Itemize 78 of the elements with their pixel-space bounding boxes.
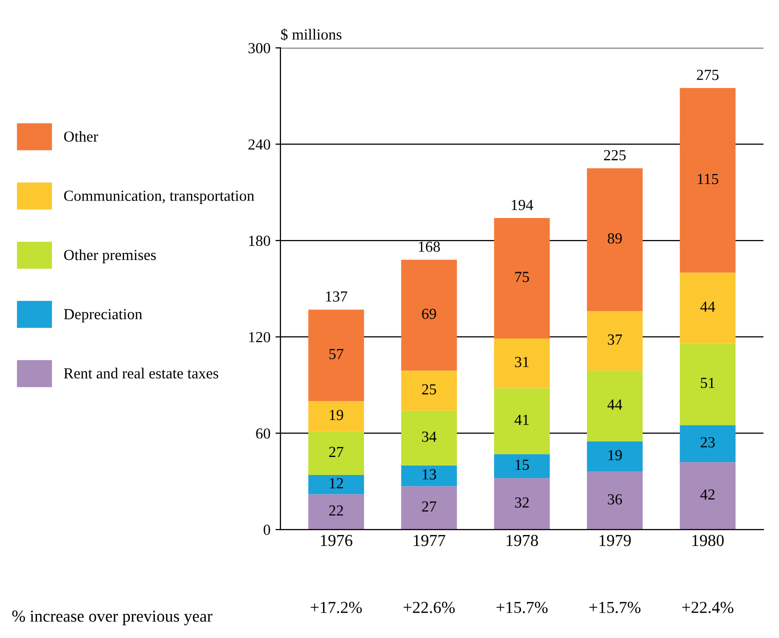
total-label: 275 xyxy=(696,70,719,80)
bar xyxy=(494,218,550,338)
data-label: 15 xyxy=(516,460,529,470)
bar xyxy=(680,343,736,426)
data-label: 25 xyxy=(422,384,436,394)
y-tick-label: 60 xyxy=(256,428,270,439)
data-label: 23 xyxy=(700,437,715,448)
legend-label: Rent and real estate taxes xyxy=(64,368,218,379)
bar xyxy=(494,454,550,478)
data-label: 22 xyxy=(329,505,343,516)
bar xyxy=(494,338,550,388)
text: +15.7% xyxy=(496,602,548,614)
y-tick-label: 240 xyxy=(248,139,270,150)
bar xyxy=(586,472,643,530)
bar xyxy=(680,272,736,344)
y-tick-label: 180 xyxy=(249,236,270,246)
bar xyxy=(401,410,457,466)
data-label: 75 xyxy=(515,272,529,282)
data-label: 51 xyxy=(700,378,714,388)
y-tick-label: 0 xyxy=(264,524,270,535)
x-tick-label: 1978 xyxy=(506,534,538,546)
bar xyxy=(401,486,457,530)
legend-label: Other xyxy=(64,130,98,142)
x-tick-label: 1977 xyxy=(414,534,446,546)
data-label: 12 xyxy=(330,478,343,488)
total-label: 137 xyxy=(326,291,348,302)
x-tick-label: 1980 xyxy=(692,534,724,546)
legend-label: Communication, transportation xyxy=(64,190,254,204)
data-label: 19 xyxy=(608,450,622,460)
x-tick-label: 1979 xyxy=(600,534,631,546)
data-label: 32 xyxy=(515,497,529,508)
data-label: 89 xyxy=(608,233,622,244)
text: +22.6% xyxy=(404,602,455,614)
data-label: 44 xyxy=(607,400,622,410)
bar xyxy=(494,388,550,454)
bar xyxy=(586,370,643,442)
data-label: 115 xyxy=(698,174,718,184)
bar xyxy=(308,432,364,475)
bar xyxy=(586,168,643,312)
text: +17.2% xyxy=(310,602,362,614)
legend-label: Depreciation xyxy=(64,309,142,322)
data-label: 34 xyxy=(422,432,436,442)
bar xyxy=(308,494,364,530)
bar xyxy=(308,474,364,494)
bar xyxy=(680,88,736,273)
data-label: 27 xyxy=(329,446,344,457)
data-label: 57 xyxy=(329,349,344,360)
data-label: 44 xyxy=(700,302,716,312)
data-label: 41 xyxy=(514,414,529,425)
data-label: 37 xyxy=(608,334,622,345)
total-label: 168 xyxy=(418,242,440,252)
text: +15.7% xyxy=(589,602,640,614)
bar xyxy=(308,401,364,432)
bar xyxy=(680,425,736,462)
bar xyxy=(494,478,550,530)
y-tick-label: 300 xyxy=(248,42,270,54)
data-label: 42 xyxy=(700,489,714,500)
data-label: 31 xyxy=(515,356,529,368)
data-label: 69 xyxy=(422,308,436,320)
text: +22.4% xyxy=(682,602,734,614)
total-label: 225 xyxy=(604,150,626,160)
data-label: 19 xyxy=(330,410,344,420)
data-label: 36 xyxy=(608,494,622,504)
text: % increase over previous year xyxy=(12,610,212,626)
bar xyxy=(680,462,736,530)
bar xyxy=(308,310,364,402)
bar xyxy=(401,370,457,411)
bar xyxy=(401,465,457,486)
data-label: 13 xyxy=(422,469,436,480)
bar xyxy=(586,441,643,472)
x-tick-label: 1976 xyxy=(320,534,352,546)
data-label: 27 xyxy=(422,501,436,512)
bar xyxy=(586,311,643,371)
y-axis-title: $ millions xyxy=(281,28,342,41)
y-tick-label: 120 xyxy=(249,332,270,342)
total-label: 194 xyxy=(512,200,534,210)
legend-label: Other premises xyxy=(64,249,156,264)
bar xyxy=(401,260,457,371)
